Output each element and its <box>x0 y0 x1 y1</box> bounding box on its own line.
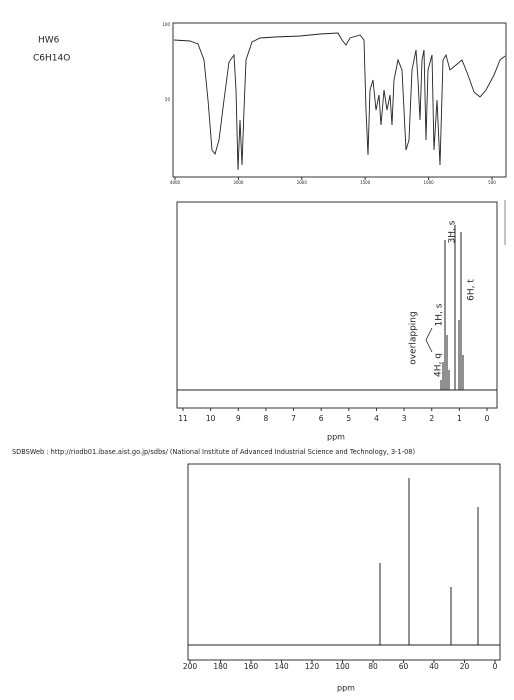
x-tick-label: 40 <box>429 662 439 671</box>
cnmr-frame <box>187 463 501 661</box>
formula: C6H14O <box>33 54 70 64</box>
x-tick-label: 2000 <box>297 180 308 185</box>
annotation: overlapping <box>409 311 419 364</box>
x-tick-label: 6 <box>319 414 324 423</box>
x-tick-label: 500 <box>488 180 496 185</box>
x-tick-label: 10 <box>206 414 216 423</box>
x-tick-label: 0 <box>485 414 490 423</box>
x-tick-label: 1000 <box>424 180 435 185</box>
x-tick-label: 140 <box>274 662 289 671</box>
x-tick-label: 20 <box>460 662 470 671</box>
annotation: 4H, q <box>434 353 444 377</box>
x-tick-label: 0 <box>493 662 498 671</box>
x-tick-label: 120 <box>305 662 320 671</box>
source: SDBSWeb : http://riodb01.ibase.aist.go.j… <box>12 448 415 456</box>
x-tick-label: 5 <box>346 414 351 423</box>
ir-frame <box>172 22 507 178</box>
x-tick-label: 1 <box>457 414 462 423</box>
annotation: 3H, s <box>448 220 458 243</box>
x-tick-label: 8 <box>264 414 269 423</box>
title: HW6 <box>38 36 60 46</box>
x-tick-label: 80 <box>368 662 378 671</box>
x-tick-label: 1500 <box>360 180 371 185</box>
bracket <box>425 327 433 353</box>
x-label: ppm <box>327 433 345 442</box>
x-tick-label: 160 <box>244 662 259 671</box>
x-label: ppm <box>337 684 355 693</box>
ir-trace <box>173 32 506 171</box>
x-tick-label: 4 <box>374 414 379 423</box>
x-tick-label: 11 <box>178 414 188 423</box>
x-tick-label: 60 <box>399 662 409 671</box>
hnmr-frame <box>176 201 498 409</box>
x-tick-label: 200 <box>183 662 198 671</box>
x-tick-label: 9 <box>236 414 241 423</box>
x-tick-label: 3000 <box>233 180 244 185</box>
annotation: 6H, t <box>467 279 477 301</box>
hnmr-peaks <box>177 225 497 391</box>
y-tick-label: 100 <box>162 22 170 27</box>
x-tick-label: 4000 <box>170 180 181 185</box>
x-tick-label: 100 <box>335 662 350 671</box>
x-tick-label: 180 <box>213 662 228 671</box>
cnmr-peaks <box>188 478 500 646</box>
y-tick-label: 50 <box>165 97 171 102</box>
x-tick-label: 3 <box>402 414 407 423</box>
x-tick-label: 2 <box>429 414 434 423</box>
annotation: 1H, s <box>435 303 445 326</box>
x-tick-label: 7 <box>291 414 296 423</box>
